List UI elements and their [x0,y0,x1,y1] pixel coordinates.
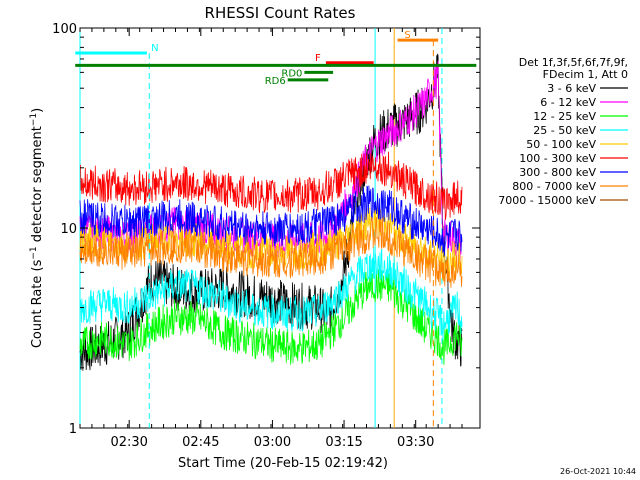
series-line [79,269,463,365]
annotation-label: S [404,30,410,41]
chart-title: RHESSI Count Rates [205,4,356,22]
timestamp: 26-Oct-2021 10:44 [560,467,636,476]
y-tick-label: 100 [52,22,77,37]
series-layer [79,53,463,371]
legend-entry-label: 25 - 50 keV [533,124,596,137]
legend-header-line-1: Det 1f,3f,5f,6f,7f,9f, [519,56,628,69]
x-tick-label: 03:30 [397,435,434,450]
annotation-label: F [315,53,321,64]
x-tick-label: 03:15 [325,435,362,450]
series-line [79,185,463,256]
y-tick-label: 1 [69,422,77,437]
legend-header-line-2: FDecim 1, Att 0 [543,68,628,81]
legend-entry-label: 50 - 100 keV [526,138,596,151]
y-tick-label: 10 [60,222,77,237]
legend-entry-label: 300 - 800 keV [519,166,596,179]
annotation-label: N [151,43,158,54]
axis-layer: 1 10 100 02:30 02:45 03:00 03:15 03:30 [52,22,480,450]
x-tick-label: 03:00 [254,435,291,450]
series-line [79,204,463,281]
x-axis-label: Start Time (20-Feb-15 02:19:42) [178,456,388,471]
series-line [79,216,463,288]
legend-entry-label: 800 - 7000 keV [512,180,596,193]
legend-entry-label: 12 - 25 keV [533,110,596,123]
legend-entry-label: 6 - 12 keV [540,96,596,109]
x-tick-label: 02:30 [110,435,147,450]
flag-label: RD0 [281,68,302,79]
legend-entry-label: 7000 - 15000 keV [498,194,596,207]
y-axis-label: Count Rate (s−1 detector segment−1) [29,108,45,348]
legend: Det 1f,3f,5f,6f,7f,9f, FDecim 1, Att 0 3… [498,56,628,207]
legend-entry-label: 3 - 6 keV [547,82,596,95]
x-tick-label: 02:45 [182,435,219,450]
series-line [79,247,463,340]
legend-entry-label: 100 - 300 keV [519,152,596,165]
flag-label: RD6 [265,76,286,87]
series-line [79,151,463,221]
